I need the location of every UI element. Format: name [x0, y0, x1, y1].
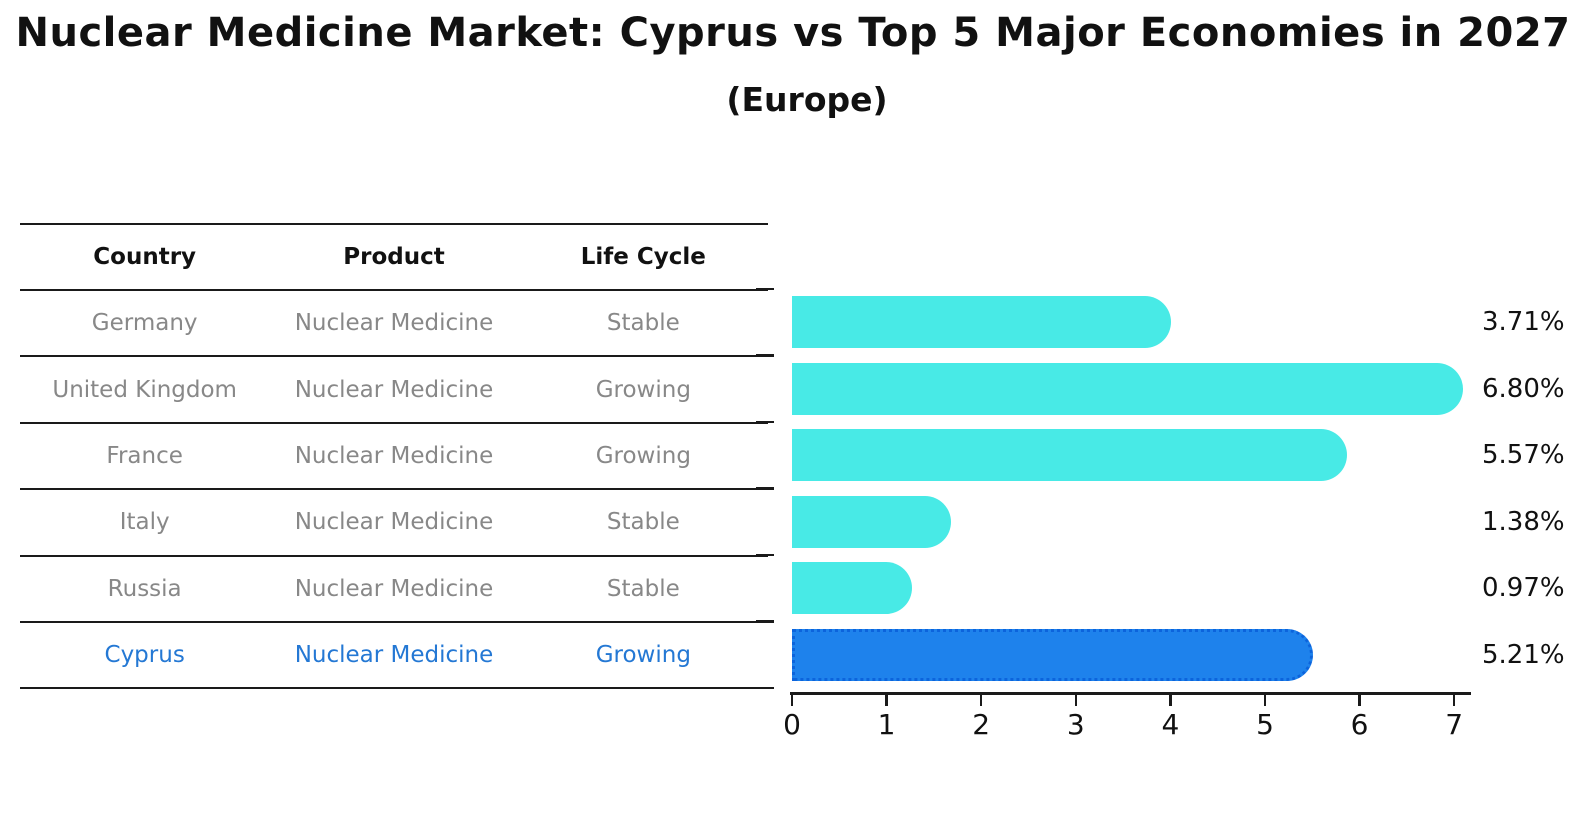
bar-germany	[792, 296, 1171, 349]
y-tick	[756, 620, 774, 623]
cell-lifecycle: Growing	[595, 642, 691, 669]
table-row: Cyprus Nuclear Medicine Growing	[20, 623, 768, 690]
column-header-product: Product	[343, 244, 445, 270]
cell-product: Nuclear Medicine	[294, 376, 494, 403]
cell-country: Cyprus	[104, 642, 185, 669]
bar-france	[792, 429, 1347, 482]
table-row: Italy Nuclear Medicine Stable	[20, 490, 768, 557]
value-label: 6.80%	[1482, 373, 1565, 404]
bar-russia	[792, 562, 912, 615]
x-tick-label: 2	[972, 708, 991, 741]
page-title: Nuclear Medicine Market: Cyprus vs Top 5…	[15, 10, 1571, 56]
y-tick	[756, 487, 774, 490]
table-header-row: Country Product Life Cycle	[20, 225, 768, 291]
cell-product: Nuclear Medicine	[294, 310, 494, 337]
y-tick	[756, 686, 774, 690]
data-table: Country Product Life Cycle Germany Nucle…	[20, 223, 768, 690]
cell-lifecycle: Growing	[595, 376, 691, 403]
x-tick	[790, 694, 794, 706]
x-tick-label: 4	[1161, 708, 1180, 741]
x-axis-line	[790, 692, 1471, 695]
value-label: 5.57%	[1482, 440, 1565, 471]
table-row: United Kingdom Nuclear Medicine Growing	[20, 357, 768, 424]
bar-cyprus	[792, 628, 1313, 681]
cell-product: Nuclear Medicine	[294, 442, 494, 469]
y-tick	[756, 287, 774, 291]
cell-country: Italy	[119, 509, 170, 536]
value-label: 0.97%	[1482, 573, 1565, 604]
x-tick	[1358, 694, 1361, 706]
column-header-lifecycle: Life Cycle	[580, 244, 706, 270]
cell-country: United Kingdom	[52, 376, 237, 403]
y-tick	[756, 354, 774, 357]
cell-lifecycle: Stable	[606, 575, 680, 602]
x-tick-label: 6	[1350, 708, 1369, 741]
x-tick	[1263, 694, 1267, 706]
cell-country: Russia	[107, 575, 182, 602]
page-subtitle: (Europe)	[726, 80, 888, 119]
x-tick	[1452, 694, 1456, 706]
x-tick-label: 3	[1066, 708, 1085, 741]
x-tick-label: 1	[877, 708, 896, 741]
table-row: France Nuclear Medicine Growing	[20, 424, 768, 491]
x-tick	[1074, 694, 1078, 706]
column-header-country: Country	[93, 244, 197, 270]
x-tick	[979, 694, 983, 706]
table-row: Germany Nuclear Medicine Stable	[20, 291, 768, 358]
value-label: 5.21%	[1482, 639, 1565, 670]
x-tick	[885, 694, 888, 706]
value-label: 1.38%	[1482, 506, 1565, 537]
x-tick-label: 5	[1256, 708, 1274, 741]
cell-country: France	[106, 442, 183, 469]
cell-product: Nuclear Medicine	[294, 509, 494, 536]
y-tick	[756, 420, 774, 424]
cell-product: Nuclear Medicine	[294, 575, 494, 602]
cell-lifecycle: Stable	[606, 310, 680, 337]
cell-lifecycle: Growing	[595, 442, 691, 469]
table-row: Russia Nuclear Medicine Stable	[20, 557, 768, 623]
x-tick	[1169, 694, 1172, 706]
value-label: 3.71%	[1482, 307, 1565, 338]
y-tick	[756, 553, 774, 557]
cell-lifecycle: Stable	[606, 509, 680, 536]
bar-united-kingdom	[792, 362, 1464, 415]
bar-italy	[792, 495, 951, 548]
cell-country: Germany	[91, 310, 198, 337]
table-body: Germany Nuclear Medicine Stable United K…	[20, 291, 768, 690]
x-tick-label: 0	[783, 708, 801, 741]
cell-product: Nuclear Medicine	[294, 642, 494, 669]
x-tick-label: 7	[1445, 708, 1464, 741]
